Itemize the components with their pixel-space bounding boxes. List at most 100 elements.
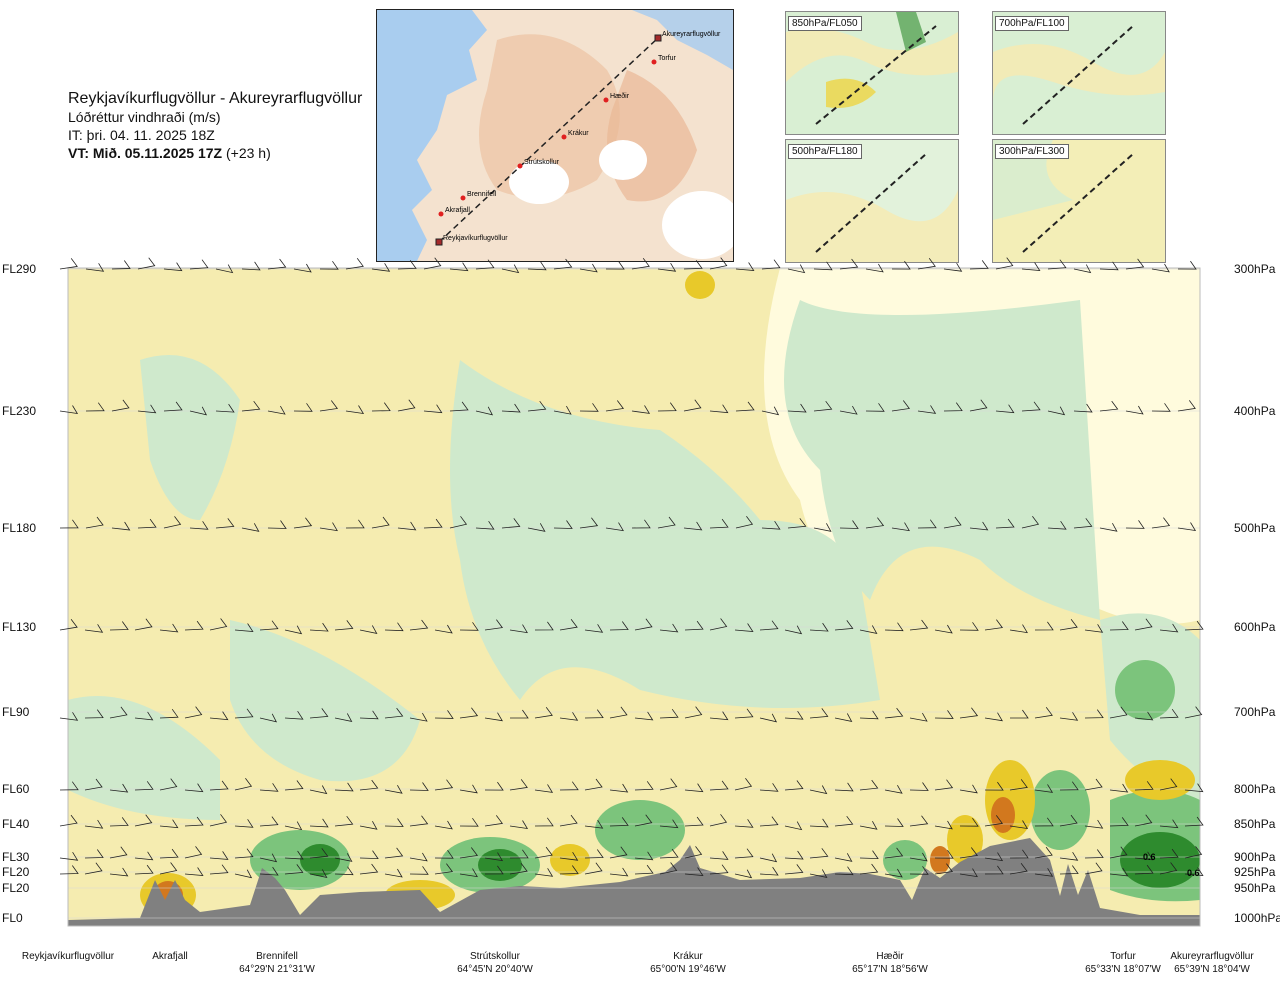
wind-barb [884,818,904,827]
right-axis-label: 925hPa [1234,865,1276,879]
wind-barb [1109,846,1128,859]
wind-barb [85,516,104,529]
wind-barb [509,862,528,875]
terrain [68,838,1200,926]
wind-barb [734,848,754,859]
wind-barb [434,849,454,859]
route-labels: Akureyrarflugvöllur Torfur Hæðir Krákur Strú… [443,31,721,242]
wind-barb [634,814,653,827]
wind-barb [284,864,304,875]
wind-barb [475,259,495,270]
wind-barb [839,520,859,529]
wind-barb [449,401,469,412]
wind-barb [759,713,778,723]
wind-barb [334,782,354,792]
station-name: Akrafjall [152,951,188,962]
quantity-label: Lóðréttur vindhraði (m/s) [68,109,221,125]
wind-barb [409,619,429,631]
wind-barb [309,708,329,719]
wind-barb [1125,520,1145,529]
wind-barb [137,404,157,414]
wind-barb [209,711,229,721]
wind-barb [784,821,803,831]
wind-barb [397,260,417,270]
wind-barb [241,400,261,412]
wind-barb [109,783,129,793]
wind-barb [834,782,854,792]
wind-barb [809,869,828,878]
wind-barb [1059,865,1079,875]
station-coord: 65°33'N 18°07'W [1085,964,1161,975]
wind-barb [934,710,954,719]
right-axis-label: 600hPa [1234,620,1276,634]
wind-barb [159,778,178,791]
wind-barb [579,263,598,273]
station-label: Reykjavíkurflugvöllur [8,950,128,963]
station-name: Brennifell [256,951,298,962]
wind-barb [684,816,704,827]
wind-barb [459,847,479,859]
title-block: Reykjavíkurflugvöllur - Akureyrarflugvöl… [68,90,362,162]
wind-barb [659,848,679,859]
wind-barb [609,706,628,719]
wind-barb [384,868,403,878]
wind-barb [163,262,183,272]
wind-barb [1034,707,1053,719]
station-name: Hæðir [876,951,904,962]
wind-barb [809,708,829,719]
wind-barb [631,519,651,529]
wind-barb [659,862,678,875]
wind-barb [1021,516,1040,529]
wind-barb [1009,820,1029,830]
right-axis-label: 400hPa [1234,404,1276,418]
wind-barb [934,624,953,634]
level-map-300-svg [993,140,1165,262]
wind-barb [59,814,78,827]
wind-barb [984,781,1004,791]
wind-barb [1177,400,1196,412]
wind-barb [984,852,1004,862]
wind-barb [189,406,208,416]
wind-barb [865,263,884,273]
wind-barb [1134,864,1154,875]
wind-barb [934,779,954,791]
right-axis-label: 800hPa [1234,782,1276,796]
wind-barb [995,404,1015,414]
wind-barb [259,866,279,876]
wind-barb [1009,624,1028,634]
wind-barb [159,862,178,875]
wind-barb [184,816,204,827]
wind-barb [434,863,454,875]
wind-barb [839,405,858,415]
wind-barb [1021,262,1041,271]
wind-barb [1084,849,1104,859]
wind-barb [85,402,105,412]
wind-barb [969,521,989,531]
wind-barb [109,817,129,827]
wind-barb [1125,258,1145,270]
wind-barb [969,260,989,270]
wind-barb [917,519,937,529]
wind-barb [397,399,416,412]
wind-barb [995,257,1014,270]
wind-barb [1034,784,1054,793]
station-name: Reykjavíkurflugvöllur [21,951,115,962]
wind-barb [293,263,312,273]
wind-barb [553,405,572,415]
wind-barb [1084,709,1104,719]
wind-barbs [59,257,1204,879]
wind-barb [809,848,829,859]
wind-barb [345,258,364,270]
station-coord: 64°29'N 21°31'W [239,964,315,975]
wind-barb [1073,403,1093,413]
wind-barb [759,853,778,863]
right-axis-label: 1000hPa [1234,911,1280,925]
wind-barb [259,783,279,792]
wind-barb [384,818,404,827]
wind-barb [1010,709,1029,719]
wind-barb [359,625,378,634]
wind-barb [559,712,579,721]
wind-barb [534,817,554,827]
wind-barb [293,403,313,412]
wind-barb [409,815,429,827]
